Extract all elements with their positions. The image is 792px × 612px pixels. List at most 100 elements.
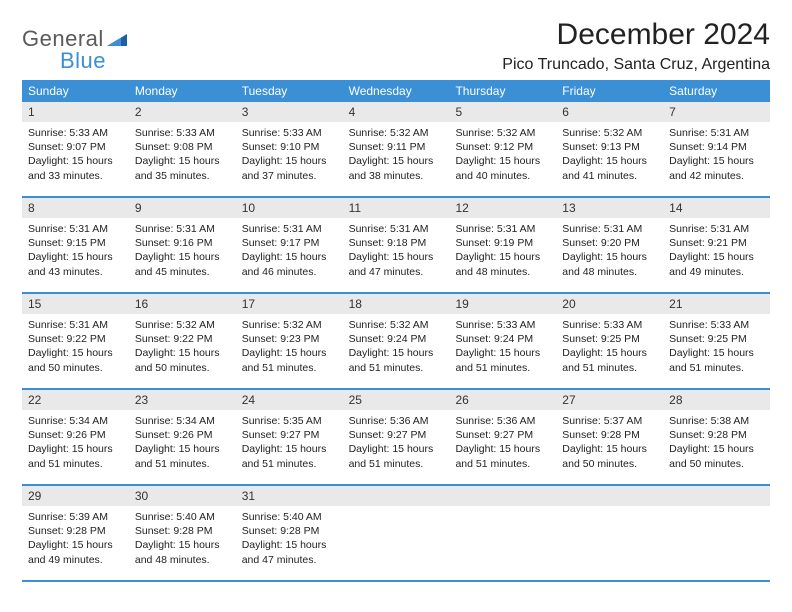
week-block: 891011121314Sunrise: 5:31 AMSunset: 9:15… (22, 198, 770, 294)
day-number: 23 (129, 390, 236, 410)
sunrise-text: Sunrise: 5:32 AM (349, 318, 444, 332)
day-cell: Sunrise: 5:32 AMSunset: 9:11 PMDaylight:… (343, 122, 450, 196)
day2-text: and 50 minutes. (562, 457, 657, 471)
week-row: Sunrise: 5:34 AMSunset: 9:26 PMDaylight:… (22, 410, 770, 486)
sunset-text: Sunset: 9:20 PM (562, 236, 657, 250)
day-number: 8 (22, 198, 129, 218)
sunset-text: Sunset: 9:27 PM (349, 428, 444, 442)
day1-text: Daylight: 15 hours (242, 538, 337, 552)
logo-text-blue: Blue (60, 48, 106, 74)
day-number: 14 (663, 198, 770, 218)
sunrise-text: Sunrise: 5:37 AM (562, 414, 657, 428)
day2-text: and 47 minutes. (242, 553, 337, 567)
day-number (556, 486, 663, 506)
day-cell (556, 506, 663, 580)
week-block: 15161718192021Sunrise: 5:31 AMSunset: 9:… (22, 294, 770, 390)
day1-text: Daylight: 15 hours (135, 538, 230, 552)
day-cell: Sunrise: 5:32 AMSunset: 9:24 PMDaylight:… (343, 314, 450, 388)
day-cell: Sunrise: 5:31 AMSunset: 9:15 PMDaylight:… (22, 218, 129, 292)
day-number (449, 486, 556, 506)
day-number: 3 (236, 102, 343, 122)
week-row: Sunrise: 5:33 AMSunset: 9:07 PMDaylight:… (22, 122, 770, 198)
day2-text: and 48 minutes. (562, 265, 657, 279)
sunset-text: Sunset: 9:28 PM (242, 524, 337, 538)
sunset-text: Sunset: 9:18 PM (349, 236, 444, 250)
day-number-row: 1234567 (22, 102, 770, 122)
day-number: 25 (343, 390, 450, 410)
day-number: 10 (236, 198, 343, 218)
day-header: Sunday (22, 80, 129, 102)
sunrise-text: Sunrise: 5:32 AM (242, 318, 337, 332)
sunrise-text: Sunrise: 5:34 AM (28, 414, 123, 428)
day1-text: Daylight: 15 hours (349, 346, 444, 360)
day-header: Friday (556, 80, 663, 102)
day-cell: Sunrise: 5:34 AMSunset: 9:26 PMDaylight:… (22, 410, 129, 484)
day-cell: Sunrise: 5:31 AMSunset: 9:20 PMDaylight:… (556, 218, 663, 292)
sunset-text: Sunset: 9:23 PM (242, 332, 337, 346)
day-cell: Sunrise: 5:31 AMSunset: 9:14 PMDaylight:… (663, 122, 770, 196)
day1-text: Daylight: 15 hours (562, 442, 657, 456)
week-row: Sunrise: 5:31 AMSunset: 9:15 PMDaylight:… (22, 218, 770, 294)
day-number (343, 486, 450, 506)
sunrise-text: Sunrise: 5:31 AM (242, 222, 337, 236)
week-block: 1234567Sunrise: 5:33 AMSunset: 9:07 PMDa… (22, 102, 770, 198)
sunrise-text: Sunrise: 5:33 AM (455, 318, 550, 332)
day-number: 27 (556, 390, 663, 410)
day1-text: Daylight: 15 hours (562, 154, 657, 168)
day1-text: Daylight: 15 hours (135, 442, 230, 456)
sunrise-text: Sunrise: 5:33 AM (562, 318, 657, 332)
day-cell: Sunrise: 5:33 AMSunset: 9:07 PMDaylight:… (22, 122, 129, 196)
day1-text: Daylight: 15 hours (455, 442, 550, 456)
day-cell: Sunrise: 5:32 AMSunset: 9:13 PMDaylight:… (556, 122, 663, 196)
day-cell: Sunrise: 5:31 AMSunset: 9:21 PMDaylight:… (663, 218, 770, 292)
day-number: 26 (449, 390, 556, 410)
week-block: 293031Sunrise: 5:39 AMSunset: 9:28 PMDay… (22, 486, 770, 582)
day2-text: and 48 minutes. (135, 553, 230, 567)
sunrise-text: Sunrise: 5:34 AM (135, 414, 230, 428)
day2-text: and 48 minutes. (455, 265, 550, 279)
day1-text: Daylight: 15 hours (349, 250, 444, 264)
header: General Blue December 2024 Pico Truncado… (22, 18, 770, 74)
sunset-text: Sunset: 9:26 PM (135, 428, 230, 442)
sunset-text: Sunset: 9:16 PM (135, 236, 230, 250)
title-block: December 2024 Pico Truncado, Santa Cruz,… (502, 18, 770, 74)
day2-text: and 47 minutes. (349, 265, 444, 279)
day2-text: and 50 minutes. (135, 361, 230, 375)
sunset-text: Sunset: 9:22 PM (135, 332, 230, 346)
day1-text: Daylight: 15 hours (135, 154, 230, 168)
day-number: 29 (22, 486, 129, 506)
day2-text: and 50 minutes. (669, 457, 764, 471)
day-cell: Sunrise: 5:31 AMSunset: 9:17 PMDaylight:… (236, 218, 343, 292)
day-number: 31 (236, 486, 343, 506)
sunrise-text: Sunrise: 5:32 AM (562, 126, 657, 140)
day1-text: Daylight: 15 hours (242, 346, 337, 360)
sunset-text: Sunset: 9:27 PM (455, 428, 550, 442)
day-cell: Sunrise: 5:34 AMSunset: 9:26 PMDaylight:… (129, 410, 236, 484)
day-header: Tuesday (236, 80, 343, 102)
sunrise-text: Sunrise: 5:31 AM (455, 222, 550, 236)
day1-text: Daylight: 15 hours (669, 346, 764, 360)
day-number: 20 (556, 294, 663, 314)
day1-text: Daylight: 15 hours (242, 250, 337, 264)
day2-text: and 37 minutes. (242, 169, 337, 183)
sunrise-text: Sunrise: 5:35 AM (242, 414, 337, 428)
day2-text: and 49 minutes. (669, 265, 764, 279)
sunrise-text: Sunrise: 5:33 AM (669, 318, 764, 332)
day1-text: Daylight: 15 hours (135, 346, 230, 360)
day-cell: Sunrise: 5:31 AMSunset: 9:16 PMDaylight:… (129, 218, 236, 292)
day2-text: and 50 minutes. (28, 361, 123, 375)
day2-text: and 40 minutes. (455, 169, 550, 183)
sunrise-text: Sunrise: 5:32 AM (349, 126, 444, 140)
week-row: Sunrise: 5:39 AMSunset: 9:28 PMDaylight:… (22, 506, 770, 582)
sunset-text: Sunset: 9:21 PM (669, 236, 764, 250)
sunrise-text: Sunrise: 5:33 AM (135, 126, 230, 140)
sunrise-text: Sunrise: 5:33 AM (28, 126, 123, 140)
day1-text: Daylight: 15 hours (562, 250, 657, 264)
day2-text: and 51 minutes. (455, 361, 550, 375)
day2-text: and 51 minutes. (669, 361, 764, 375)
day-number: 18 (343, 294, 450, 314)
sunrise-text: Sunrise: 5:32 AM (135, 318, 230, 332)
day-cell: Sunrise: 5:37 AMSunset: 9:28 PMDaylight:… (556, 410, 663, 484)
day-cell: Sunrise: 5:33 AMSunset: 9:08 PMDaylight:… (129, 122, 236, 196)
sunset-text: Sunset: 9:24 PM (455, 332, 550, 346)
